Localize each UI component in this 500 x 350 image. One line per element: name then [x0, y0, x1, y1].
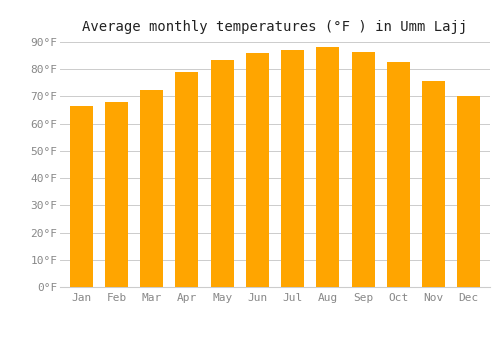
Bar: [176, 72, 199, 287]
Bar: [352, 51, 374, 287]
Bar: [422, 82, 445, 287]
Bar: [140, 90, 163, 287]
Bar: [281, 50, 304, 287]
Bar: [246, 53, 269, 287]
Bar: [105, 102, 128, 287]
Bar: [70, 106, 92, 287]
Bar: [458, 97, 480, 287]
Bar: [210, 60, 234, 287]
Bar: [316, 48, 340, 287]
Title: Average monthly temperatures (°F ) in Umm Lajj: Average monthly temperatures (°F ) in Um…: [82, 20, 468, 34]
Bar: [387, 62, 410, 287]
